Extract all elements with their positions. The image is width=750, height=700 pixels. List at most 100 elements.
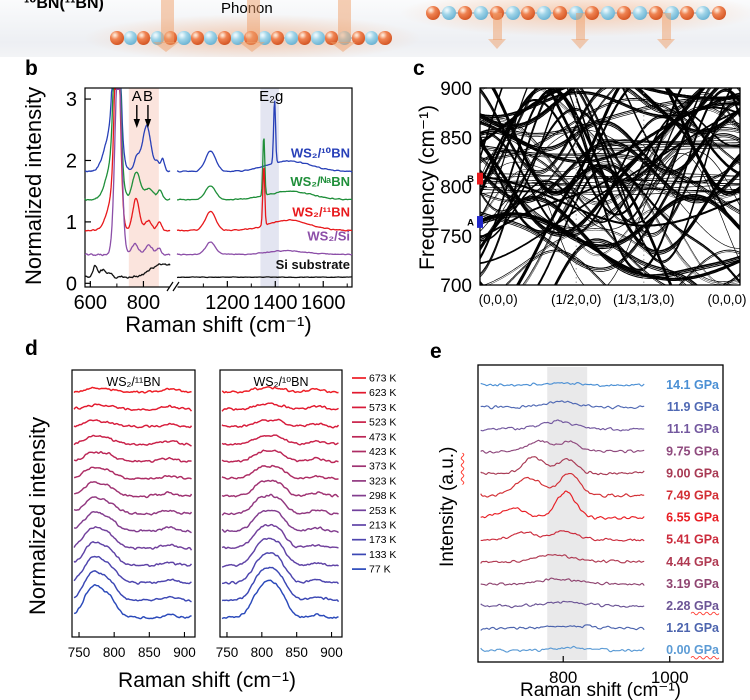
panel-d-temperature-raman-chart: WS₂/¹¹BN 750 800 850 900 WS₂/¹⁰BN 750 800 850 900… (68, 369, 396, 692)
x-tick-label: 1600 (301, 292, 346, 314)
spectrum-curve (74, 466, 192, 480)
pressure-label: 9.75 GPa (666, 444, 720, 458)
nitrogen-atom (230, 31, 245, 45)
boron-atom (217, 31, 231, 45)
spectrum-curve (221, 434, 339, 446)
subpanel-title: WS₂/¹¹BN (106, 375, 160, 389)
nitrogen-atom (505, 6, 520, 20)
spectrum-curve (480, 88, 740, 216)
spectrum-curve (84, 88, 171, 201)
spectrum-curve (480, 88, 740, 175)
x-tick-label: (0,0,0) (707, 292, 746, 307)
x-tick-label: 800 (127, 292, 160, 314)
pressure-label: 1.21 GPa (666, 621, 720, 635)
y-tick-label: 850 (440, 128, 472, 149)
pressure-label: 14.1 GPa (666, 378, 720, 392)
spectrum-curve (596, 138, 740, 142)
spectrum-curve (221, 464, 339, 480)
spectrum-curve (480, 88, 740, 172)
spectrum-curve (221, 479, 339, 498)
phonon-arrow (246, 0, 260, 43)
nitrogen-atom (257, 31, 272, 45)
spectrum-curve (221, 552, 340, 585)
spectrum-curve (480, 169, 740, 284)
boron-atom (648, 6, 663, 20)
spectrum-curve (84, 88, 171, 257)
phonon-arrow-head (570, 39, 589, 49)
legend-label: 133 K (369, 549, 396, 561)
spectrum-curve (480, 381, 645, 387)
phonon-arrow-head (153, 42, 180, 52)
plot-frame (219, 369, 343, 638)
y-tick-label: 1 (66, 212, 77, 234)
mode-marker-label: A (467, 217, 474, 228)
panel-e-pressure-raman-chart: 800 1000 14.1 GPa 11.9 GPa 11.1 GPa 9.75 GPa 9… (477, 364, 724, 700)
spellcheck-squiggle (690, 611, 720, 616)
phonon-arrow-head (330, 42, 357, 52)
pressure-label: 7.49 GPa (666, 489, 720, 503)
phonon-arrow (337, 0, 351, 43)
boron-atom (110, 31, 124, 45)
boron-atom (585, 6, 599, 20)
boron-atom (680, 6, 695, 20)
series-label: WS₂/Si (307, 228, 350, 243)
spectrum-curve (480, 130, 740, 231)
y-tick-label: 750 (440, 227, 472, 248)
spectrum-curve (221, 386, 339, 394)
x-tick-label: 850 (285, 645, 308, 660)
spectrum-curve (517, 166, 672, 285)
isotope-bn-label: ¹⁰BN(¹¹BN) (24, 0, 104, 12)
boron-atom (271, 31, 285, 45)
x-tick-label: 750 (216, 645, 239, 660)
spectrum-curve (480, 175, 740, 180)
spectrum-curve (523, 162, 740, 285)
spectrum-curve (480, 144, 740, 212)
peak-annotation: B (143, 88, 153, 105)
spectrum-curve (480, 88, 704, 225)
spectrum-curve (480, 98, 740, 136)
nitrogen-atom (600, 6, 615, 20)
spectrum-curve (480, 96, 740, 134)
pressure-label: 5.41 GPa (666, 533, 720, 547)
spectrum-curve (176, 167, 353, 232)
nitrogen-atom (284, 31, 298, 45)
spectrum-curve (480, 195, 740, 248)
legend-label: 253 K (369, 505, 396, 517)
spectrum-curve (480, 490, 645, 520)
spectrum-curve (480, 600, 645, 609)
spectrum-curve (480, 193, 740, 247)
panel-b-raman-spectra-chart: 600 800 1200 1400 1600 0 1 2 3 WS₂/¹⁰BN WS₂/ᴺᵃBN WS… (66, 87, 353, 337)
spectrum-curve (480, 88, 740, 173)
spectrum-curve (73, 570, 192, 603)
x-axis-title: Raman shift (cm⁻¹) (118, 669, 296, 692)
legend-label: 673 K (369, 373, 396, 385)
spectrum-curve (221, 418, 340, 429)
spectrum-curve (480, 88, 740, 252)
x-tick-label: 800 (549, 668, 577, 687)
spectrum-curve (480, 129, 740, 249)
spectrum-curve (221, 493, 339, 516)
spectrum-curve (483, 228, 687, 285)
nitrogen-atom (204, 31, 218, 45)
plot-frame (84, 87, 353, 288)
spectrum-curve (221, 449, 339, 464)
axis-break-mark (172, 281, 180, 292)
spectrum-curve (221, 402, 339, 412)
phonon-arrow (492, 13, 502, 40)
spectrum-curve (480, 88, 740, 132)
spectrum-curve (480, 88, 740, 234)
spectrum-curve (480, 191, 740, 196)
legend-label: 523 K (369, 417, 396, 429)
spectrum-curve (221, 579, 339, 620)
y-tick-label: 2 (66, 150, 77, 172)
mode-marker (477, 216, 483, 228)
spectrum-curve (515, 164, 673, 285)
nitrogen-atom (473, 6, 488, 20)
boron-atom (324, 31, 339, 45)
legend-label: 213 K (369, 520, 396, 532)
mode-marker (477, 172, 483, 185)
boron-atom (521, 6, 536, 20)
spectrum-curve (73, 434, 192, 447)
series-label: WS₂/¹¹BN (292, 204, 350, 219)
mode-marker-label: B (467, 174, 474, 185)
